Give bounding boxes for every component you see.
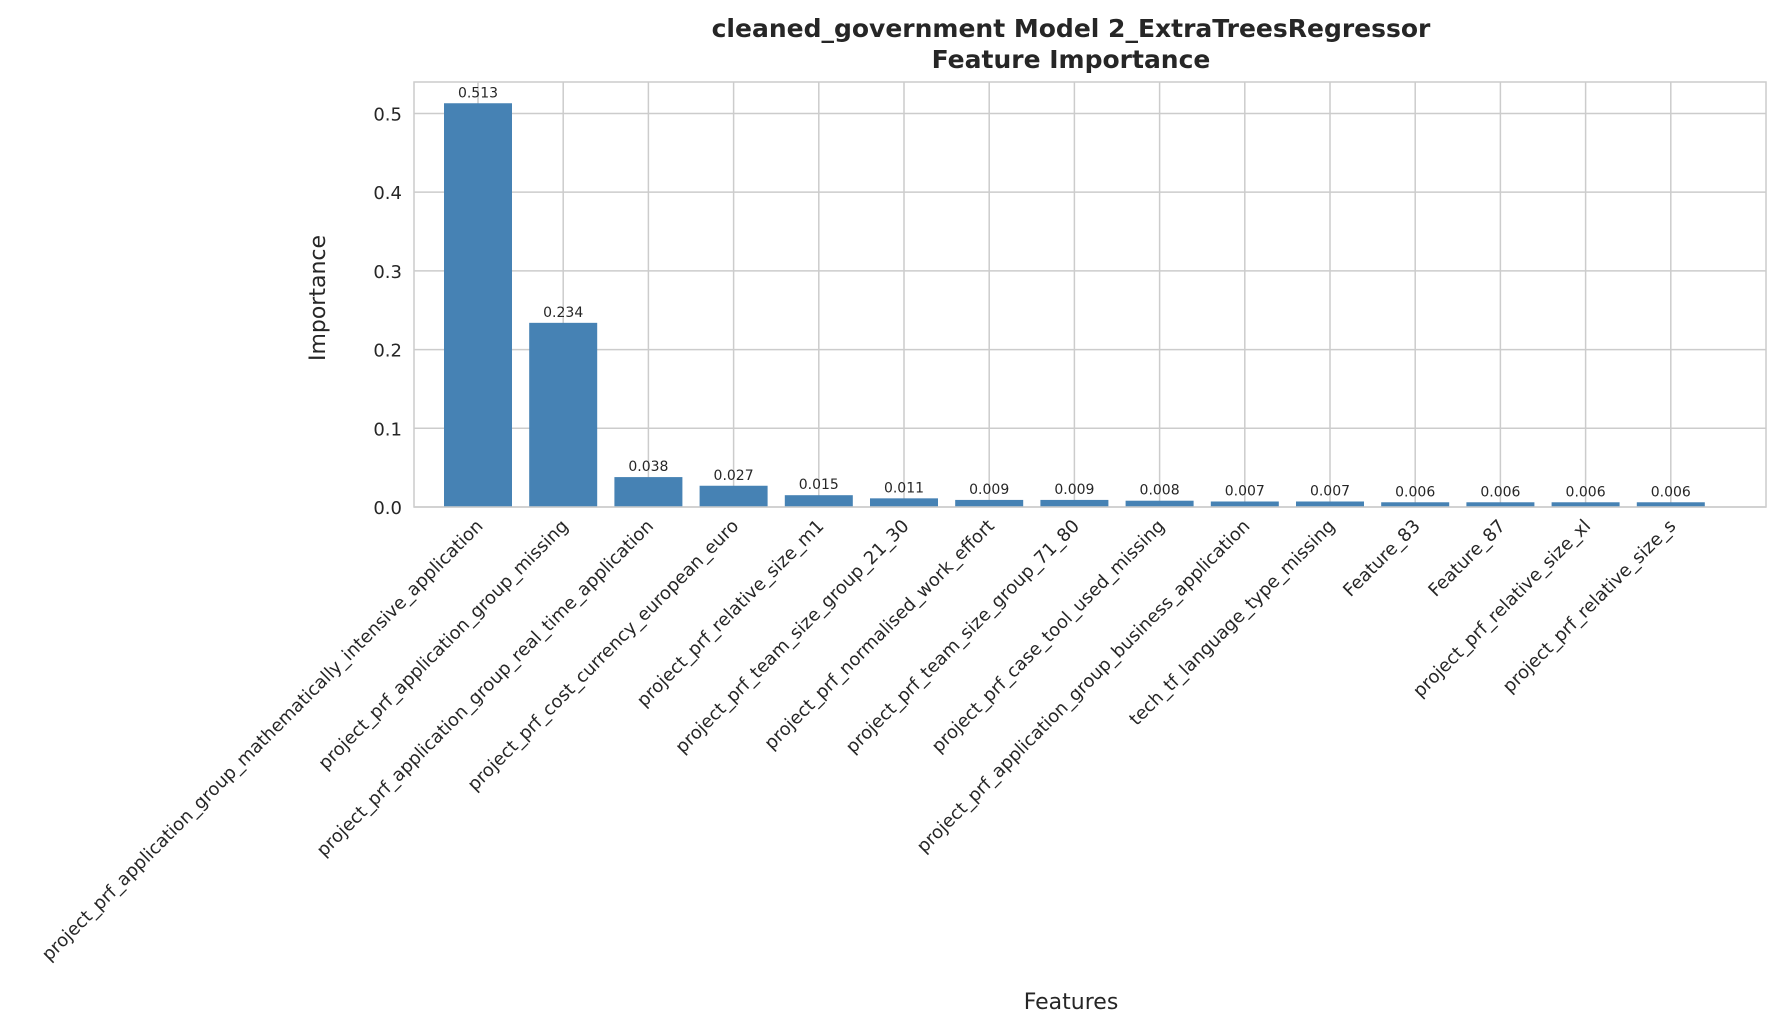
- bar-value-label: 0.009: [969, 482, 1009, 498]
- bar-value-label: 0.513: [458, 85, 498, 101]
- y-tick-label: 0.3: [373, 262, 402, 283]
- bar: [1040, 499, 1109, 507]
- bar: [784, 495, 853, 507]
- bar-value-label: 0.006: [1480, 484, 1520, 500]
- bar-value-label: 0.009: [1054, 482, 1094, 498]
- bar: [699, 485, 768, 507]
- y-tick-label: 0.4: [373, 183, 402, 204]
- bar-value-label: 0.027: [714, 468, 754, 484]
- bar-value-label: 0.038: [628, 459, 668, 475]
- x-tick-label: project_prf_relative_size_m1: [633, 516, 828, 711]
- bar: [1210, 501, 1279, 507]
- x-tick-label: project_prf_application_group_real_time_…: [313, 516, 658, 861]
- bar-value-label: 0.007: [1225, 483, 1265, 499]
- bar: [614, 477, 683, 507]
- bar-value-label: 0.008: [1140, 483, 1180, 499]
- bar-value-label: 0.006: [1651, 484, 1691, 500]
- bar: [1296, 501, 1364, 507]
- x-tick-label: project_prf_relative_size_s: [1499, 516, 1681, 698]
- bar-value-label: 0.007: [1310, 483, 1350, 499]
- x-tick-label: Feature_83: [1339, 516, 1425, 602]
- bar: [1636, 502, 1705, 507]
- x-axis-label: Features: [1024, 990, 1119, 1015]
- bar-value-label: 0.234: [543, 305, 583, 321]
- plot-frame: [413, 81, 1767, 508]
- bar: [955, 499, 1024, 507]
- y-tick-label: 0.1: [373, 419, 402, 440]
- y-tick-label: 0.5: [373, 104, 402, 125]
- y-tick-label: 0.2: [373, 341, 402, 362]
- bar-value-label: 0.006: [1395, 484, 1435, 500]
- bar: [1381, 502, 1450, 507]
- bar-value-label: 0.015: [799, 477, 839, 493]
- chart-title-line2: Feature Importance: [932, 45, 1211, 74]
- x-tick-label: project_prf_application_group_business_a…: [913, 516, 1254, 857]
- bar: [1551, 502, 1620, 507]
- y-ticks-layer: 0.0 0.1 0.2 0.3 0.4 0.5: [373, 104, 402, 519]
- bar-value-label: 0.011: [884, 480, 924, 496]
- grid-layer: [414, 82, 1766, 508]
- bar-value-label: 0.006: [1566, 484, 1606, 500]
- x-tick-label: Feature_87: [1424, 516, 1510, 602]
- bar: [870, 498, 938, 507]
- x-ticks-layer: project_prf_application_group_mathematic…: [38, 516, 1680, 966]
- bar: [1125, 500, 1194, 507]
- bar: [1466, 502, 1535, 507]
- bar: [529, 322, 598, 507]
- chart-title-line1: cleaned_government Model 2_ExtraTreesReg…: [712, 14, 1431, 43]
- x-tick-label: project_prf_relative_size_xl: [1409, 516, 1595, 702]
- bars-layer: 0.513 0.234 0.038 0.027 0.015 0.011 0.009 0.009…: [444, 85, 1705, 507]
- y-axis-label: Importance: [306, 235, 331, 361]
- bar: [444, 103, 512, 507]
- y-tick-label: 0.0: [373, 498, 402, 519]
